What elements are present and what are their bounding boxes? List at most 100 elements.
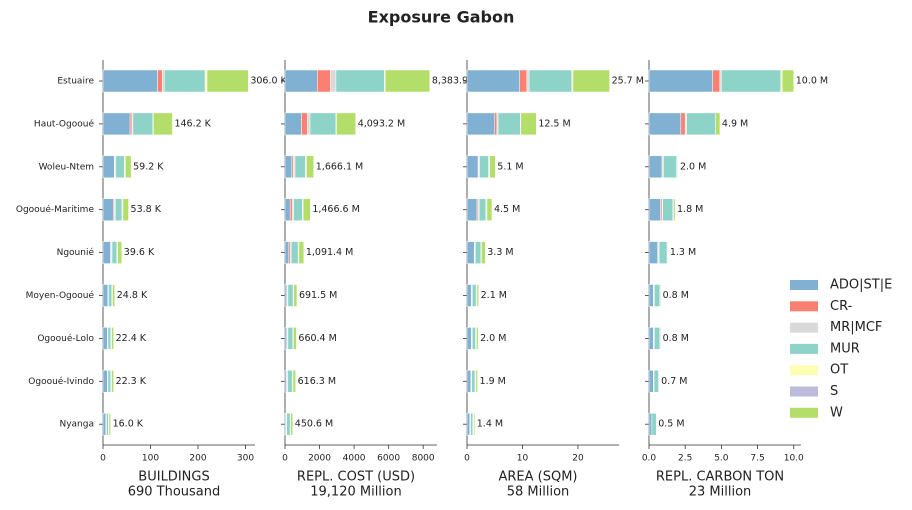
x-axis-label: REPL. CARBON TON [656,470,784,485]
bar-segment [206,69,249,93]
total-label: 1,666.1 M [316,161,363,172]
legend-label: CR- [830,299,853,314]
bar-segment [298,241,305,264]
total-label: 4,093.2 M [358,118,405,129]
bar-segment [781,69,795,93]
x-tick-label: 8000 [412,454,435,464]
bar-segment [472,284,477,307]
legend-swatch [790,301,818,312]
bar-segment [473,412,476,436]
total-label: 3.3 M [487,247,513,258]
x-axis-label: BUILDINGS [138,470,209,485]
legend-label: S [830,384,838,399]
x-tick-label: 200 [189,454,206,464]
total-label: 1.8 M [677,204,703,215]
x-axis-label: 23 Million [689,485,752,500]
bar-segment [466,155,479,179]
y-tick-label: Estuaire [57,77,94,87]
y-tick-label: Ogooué-Ivindo [28,376,94,387]
legend-swatch [790,280,818,290]
bar-segment [125,155,132,179]
x-tick-label: 0 [464,454,470,464]
bar-segment [102,284,108,307]
legend-label: ADO|ST|E [830,278,892,293]
y-tick-label: Nyanga [59,420,94,430]
bar-segment [478,198,487,221]
bar-segment [721,69,781,93]
bar-segment [286,412,291,436]
bar-segment [659,327,661,350]
bar-segment [489,155,496,179]
bar-segment [301,112,308,136]
total-label: 1.9 M [480,376,506,387]
y-tick-label: Ogooué-Lolo [37,333,94,344]
bar-segment [115,155,125,179]
bar-segment [115,198,123,221]
bar-segment [470,412,474,436]
bar-segment [317,69,331,93]
bar-segment [162,69,165,93]
total-label: 616.3 M [298,376,336,387]
total-label: 24.8 K [117,290,148,301]
total-label: 660.4 M [298,333,336,344]
bar-segment [290,412,294,436]
x-tick-label: 4000 [343,454,366,464]
bar-segment [712,69,721,93]
bar-segment [658,241,668,264]
bar-segment [302,198,311,221]
bar-segment [481,241,486,264]
total-label: 22.3 K [116,376,147,387]
bar-segment [466,198,478,221]
bar-segment [663,155,677,179]
bar-segment [648,112,682,136]
bar-segment [654,327,661,350]
x-axis-label: REPL. COST (USD) [297,470,415,485]
legend-label: MUR [830,341,860,356]
bar-segment [102,198,114,221]
bar-segment [307,112,311,136]
total-label: 2.1 M [481,290,507,301]
bar-segment [292,370,296,393]
y-tick-label: Haut-Ogooué [34,118,95,129]
bar-segment [486,198,493,221]
x-tick-label: 5.0 [714,454,729,464]
bar-segment [284,284,287,307]
bar-segment [153,112,173,136]
x-axis-label: 19,120 Million [310,485,401,500]
bar-segment [284,198,291,221]
bar-segment [497,112,521,136]
y-tick-label: Moyen-Ogooué [26,290,95,301]
x-tick-label: 6000 [377,454,400,464]
y-tick-label: Ogooué-Maritime [16,204,95,215]
bar-segment [648,327,654,350]
bar-segment [111,327,114,350]
bar-segment [111,370,114,393]
x-tick-label: 2.5 [678,454,692,464]
bar-segment [475,241,482,264]
bar-segment [648,69,713,93]
chart-title: Exposure Gabon [368,8,515,27]
bar-segment [293,284,298,307]
bar-segment [284,327,287,350]
total-label: 0.7 M [661,376,687,387]
bar-segment [651,412,657,436]
x-axis-label: 690 Thousand [128,485,221,500]
bar-segment [106,412,109,436]
bar-segment [466,241,475,264]
bar-segment [494,112,498,136]
bar-segment [102,155,115,179]
total-label: 306.0 K [250,76,287,87]
total-label: 1.4 M [477,419,503,430]
total-label: 59.2 K [133,161,164,172]
bar-segment [466,284,472,307]
total-label: 1,466.6 M [312,204,359,215]
bar-segment [336,112,356,136]
bar-segment [284,241,290,264]
bar-segment [284,112,302,136]
bar-segment [526,69,530,93]
bar-segment [287,284,294,307]
bar-segment [666,241,669,264]
bar-segment [287,327,294,350]
bar-segment [290,241,299,264]
bar-segment [654,284,661,307]
